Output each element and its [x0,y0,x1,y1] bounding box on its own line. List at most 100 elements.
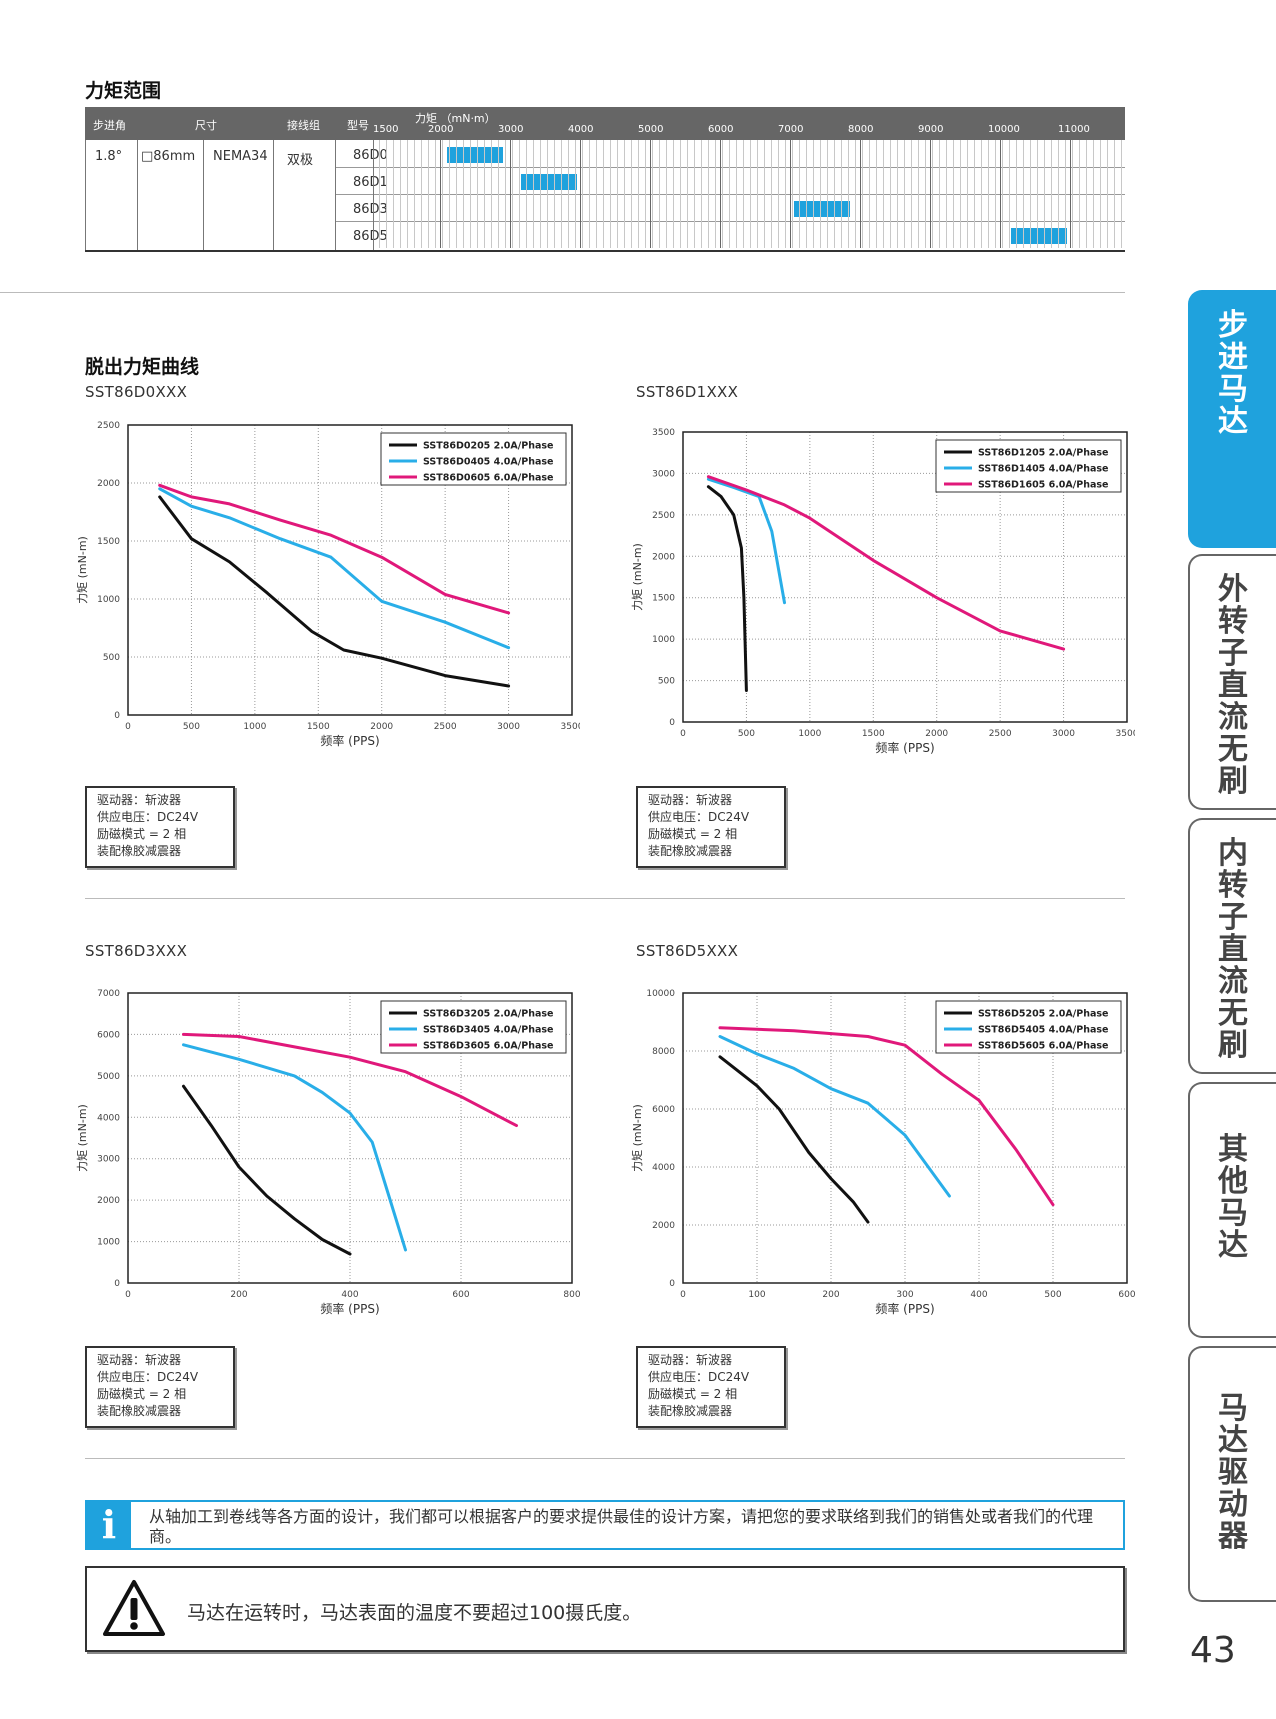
y-tick-label: 2000 [97,1196,120,1206]
series-line [182,1032,518,1128]
major-grid-line [580,140,581,248]
grid-line [505,140,506,248]
tab-inner-rotor-bldc[interactable]: 内转子直流无刷 [1188,818,1276,1074]
row-nema: NEMA34 [213,149,268,164]
row-line [335,167,1125,168]
header-step-angle: 步进角 [93,119,126,132]
x-tick-label: 1000 [243,722,266,732]
grid-line [687,140,688,248]
x-axis-label: 频率 (PPS) [320,1301,379,1316]
warning-text: 马达在运转时，马达表面的温度不要超过100摄氏度。 [187,1602,642,1624]
x-tick-label: 0 [680,729,686,739]
grid-line [974,140,975,248]
torque-range-bar [447,147,503,163]
info-icon: i [87,1502,131,1548]
legend: SST86D1205 2.0A/Phase SST86D1405 4.0A/Pha… [935,439,1122,493]
model-label: 86D0 [353,148,388,163]
line-chart-svg: 0 100 200 300 400 500 600020004000600080001000… [631,989,1136,1316]
warning-icon [103,1580,165,1636]
x-tick-label: 400 [341,1290,358,1300]
grid-line [708,140,709,248]
grid-line [673,140,674,248]
x-axis-label: 频率 (PPS) [320,733,379,748]
row-winding: 双极 [287,153,314,168]
torque-range-title: 力矩范围 [85,80,162,102]
y-axis-label: 力矩 (mN-m) [76,536,89,604]
major-grid-line [720,140,721,248]
grid-line [841,140,842,248]
y-tick-label: 500 [658,677,675,687]
chart-subtitle-d5: SST86D5XXX [636,942,739,960]
legend-label: SST86D3205 2.0A/Phase [423,1009,553,1020]
y-tick-label: 2000 [97,479,120,489]
grid-line [1044,140,1045,248]
tab-stepper-motor[interactable]: 步进马达 [1188,290,1276,548]
grid-line [918,140,919,248]
x-tick-label: 3000 [497,722,520,732]
grid-line [953,140,954,248]
tab-outer-rotor-bldc[interactable]: 外转子直流无刷 [1188,554,1276,810]
chart-subtitle-d0: SST86D0XXX [85,383,188,401]
grid-line [1072,140,1073,248]
grid-line [1009,140,1010,248]
grid-line [1002,140,1003,248]
x-axis-label: 频率 (PPS) [875,740,934,755]
scale-label: 9000 [918,124,944,135]
condition-note-d0: 驱动器：斩波器 供应电压：DC24V 励磁模式 = 2 相 装配橡胶减震器 [85,786,235,868]
y-tick-label: 4000 [97,1113,120,1123]
line-chart-svg: 0 500 1000 1500 2000 2500 3000 3500 0 500 1000 1500… [631,428,1139,755]
page-number: 43 [1190,1630,1236,1671]
grid-line [1058,140,1059,248]
series-line [158,487,511,650]
scale-label: 4000 [568,124,594,135]
major-grid-line [790,140,791,248]
grid-line [659,140,660,248]
grid-line [547,140,548,248]
grid-line [596,140,597,248]
x-tick-label: 500 [738,729,755,739]
grid-line [1093,140,1094,248]
legend-label: SST86D3605 6.0A/Phase [423,1041,553,1052]
grid-line [1023,140,1024,248]
model-label: 86D1 [353,175,388,190]
grid-line [386,140,387,248]
scale-label: 3000 [498,124,524,135]
series-line [158,495,511,688]
note-line: 装配橡胶减震器 [97,844,182,858]
y-tick-label: 0 [114,711,120,721]
note-line: 驱动器：斩波器 [648,1353,733,1367]
grid-line [589,140,590,248]
y-tick-label: 10000 [646,989,675,999]
grid-line [778,140,779,248]
grid-line [883,140,884,248]
grid-line [925,140,926,248]
grid-line [540,140,541,248]
note-line: 驱动器：斩波器 [648,793,733,807]
grid-line [421,140,422,248]
chart-d5: 0 100 200 300 400 500 600 0 2000 4000 6000 8000 1000… [625,983,1136,1327]
grid-line [897,140,898,248]
tab-motor-drivers[interactable]: 马达驱动器 [1188,1346,1276,1602]
legend-label: SST86D1405 4.0A/Phase [978,464,1108,475]
x-tick-label: 500 [1044,1290,1061,1300]
grid-line [568,140,569,248]
major-grid-line [860,140,861,248]
tab-label: 马达驱动器 [1218,1391,1248,1554]
tab-other-motors[interactable]: 其他马达 [1188,1082,1276,1338]
x-tick-label: 3500 [561,722,580,732]
grid-line [491,140,492,248]
y-tick-label: 2000 [652,552,675,562]
grid-line [428,140,429,248]
y-tick-label: 0 [669,718,675,728]
scale-label: 2000 [428,124,454,135]
legend: SST86D5205 2.0A/Phase SST86D5405 4.0A/Pha… [935,1000,1122,1054]
grid-line [792,140,793,248]
grid-line [400,140,401,248]
grid-line [1100,140,1101,248]
column-line [85,140,86,250]
major-grid-line [650,140,651,248]
x-tick-label: 2000 [925,729,948,739]
grid-line [1079,140,1080,248]
line-chart-svg: 0 200 400 600 800 0 1000 2000 3000 4000 5000 6000 70… [76,989,581,1316]
row-step-angle: 1.8° [95,149,123,164]
